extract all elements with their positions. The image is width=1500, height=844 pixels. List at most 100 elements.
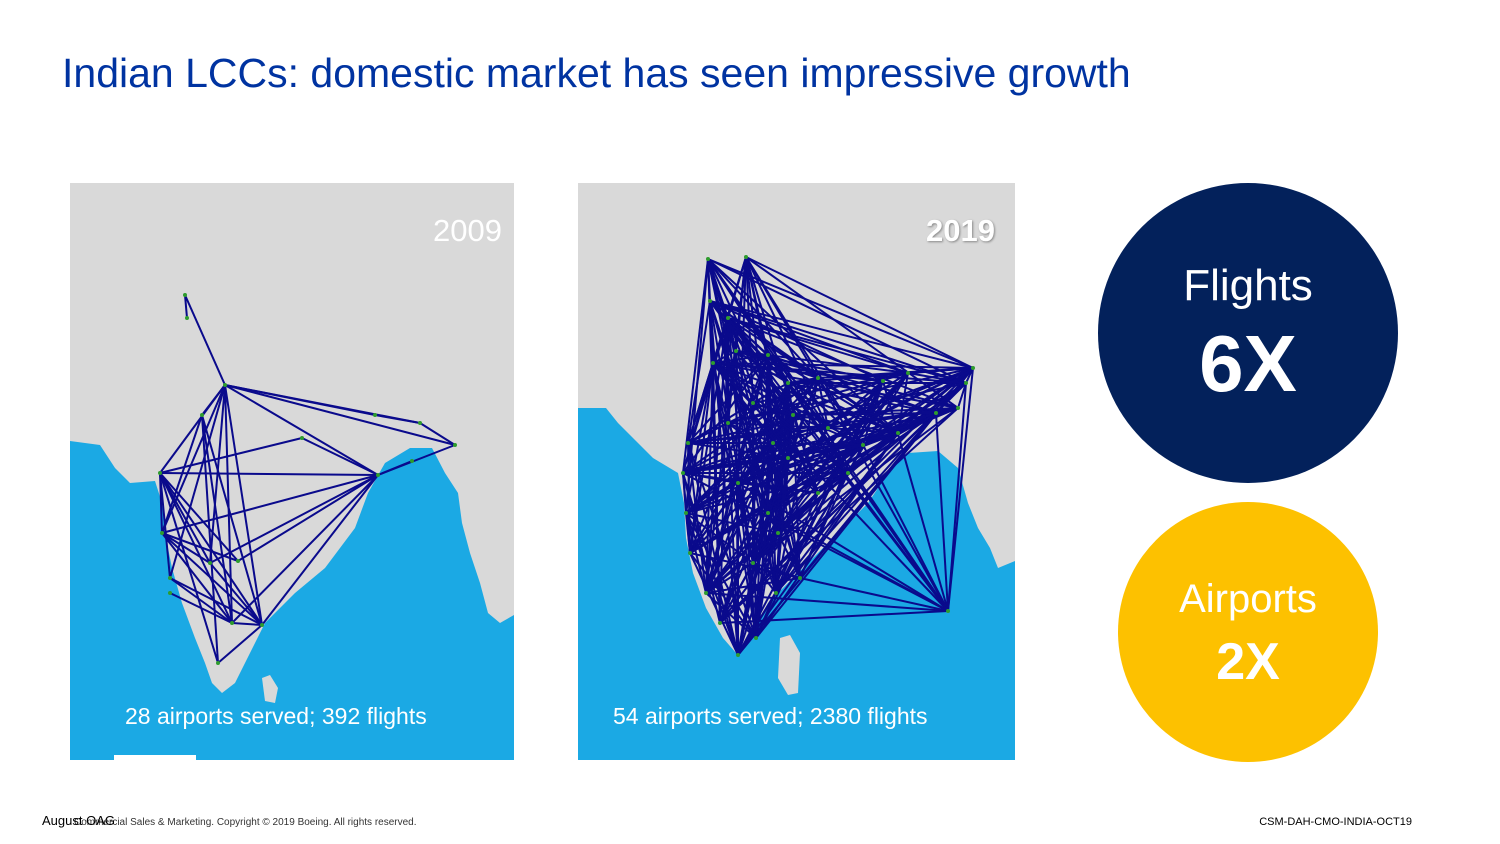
airport-marker (946, 609, 950, 613)
airport-marker (798, 576, 802, 580)
route-line (907, 367, 974, 374)
airport-marker (726, 421, 730, 425)
route-line (737, 482, 819, 494)
airport-marker (300, 436, 304, 440)
route-line (682, 432, 899, 474)
airport-marker (964, 381, 968, 385)
footer-copyright: Commercial Sales & Marketing. Copyright … (74, 817, 417, 828)
route-line (775, 432, 899, 594)
route-line (737, 457, 789, 484)
route-line (685, 442, 774, 514)
map-2009-graphic (70, 183, 514, 760)
route-line (767, 472, 849, 514)
airport-marker (766, 511, 770, 515)
route-line (705, 442, 774, 594)
airports-growth-badge: Airports 2X (1118, 502, 1378, 762)
route-line (209, 562, 263, 626)
airport-marker (200, 413, 204, 417)
route-line (685, 444, 864, 514)
route-line (169, 577, 233, 624)
route-line (374, 414, 421, 424)
map-caption: 54 airports served; 2380 flights (613, 703, 928, 729)
route-line (799, 412, 937, 579)
airport-marker (736, 481, 740, 485)
route-line (231, 474, 379, 624)
route-line (301, 437, 379, 476)
route-line (772, 442, 801, 579)
airport-marker (223, 383, 227, 387)
route-line (777, 457, 789, 534)
route-line (682, 258, 709, 474)
airport-marker (158, 471, 162, 475)
route-line (201, 414, 263, 626)
route-line (862, 444, 949, 612)
airport-marker (160, 531, 164, 535)
route-line (709, 300, 714, 364)
route-line (712, 362, 721, 624)
airport-marker (704, 591, 708, 595)
airport-marker (786, 381, 790, 385)
route-line (767, 512, 779, 534)
route-line (159, 472, 379, 476)
airport-marker (688, 551, 692, 555)
airport-marker (751, 401, 755, 405)
airports-label: Airports (1179, 577, 1317, 621)
airport-marker (786, 456, 790, 460)
airport-marker (956, 406, 960, 410)
route-line (712, 362, 757, 639)
route-line (712, 362, 794, 416)
airport-marker (168, 576, 172, 580)
route-line (737, 482, 757, 639)
airport-marker (734, 349, 738, 353)
route-line (755, 492, 819, 639)
route-line (752, 512, 769, 564)
map-year-label: 2009 (433, 213, 502, 248)
route-line (689, 432, 899, 554)
airport-marker (216, 661, 220, 665)
airport-marker (711, 361, 715, 365)
airport-marker (185, 316, 189, 320)
route-line (159, 472, 233, 624)
route-line (201, 414, 219, 664)
route-line (161, 414, 203, 534)
airport-marker (896, 431, 900, 435)
airport-marker (771, 441, 775, 445)
flights-label: Flights (1183, 261, 1313, 310)
slide-title: Indian LCCs: domestic market has seen im… (62, 50, 1131, 96)
route-line (709, 300, 967, 384)
map-2009: 2009 28 airports served; 392 flights (70, 183, 514, 760)
airport-marker (816, 376, 820, 380)
route-line (792, 414, 899, 434)
route-line (705, 592, 757, 639)
route-line (727, 372, 909, 424)
route-line (752, 402, 794, 416)
routes-2009 (158, 293, 457, 665)
route-line (689, 362, 714, 554)
route-line (709, 300, 974, 369)
route-line (712, 362, 774, 444)
route-line (767, 512, 949, 612)
route-line (161, 532, 233, 624)
route-line (169, 577, 263, 626)
route-line (224, 384, 379, 476)
airport-marker (418, 421, 422, 425)
airport-marker (410, 459, 414, 463)
route-line (224, 384, 233, 624)
route-line (737, 442, 774, 484)
route-line (682, 472, 739, 656)
airport-marker (846, 471, 850, 475)
airports-multiplier: 2X (1216, 633, 1280, 691)
airport-marker (766, 353, 770, 357)
route-line (712, 362, 864, 446)
airport-marker (230, 621, 234, 625)
airport-marker (754, 636, 758, 640)
route-line (169, 592, 233, 624)
airport-marker (686, 441, 690, 445)
route-line (201, 414, 233, 624)
route-line (712, 362, 959, 409)
route-line (792, 412, 937, 416)
route-line (184, 294, 188, 319)
route-line (224, 384, 263, 626)
route-line (727, 422, 819, 494)
airport-marker (718, 621, 722, 625)
